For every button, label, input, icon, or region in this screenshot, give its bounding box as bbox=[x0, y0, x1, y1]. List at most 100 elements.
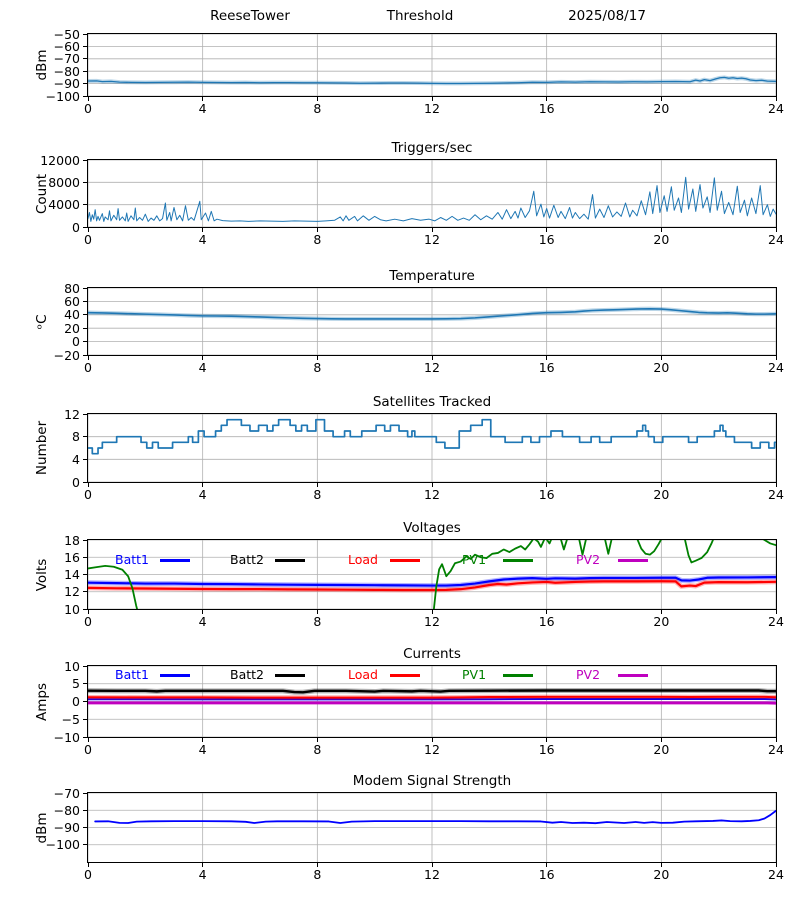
x-tick-mark bbox=[202, 228, 204, 232]
x-tick-mark bbox=[546, 610, 548, 614]
x-tick-mark bbox=[660, 610, 662, 614]
x-tick-mark bbox=[87, 483, 89, 487]
y-tick-mark bbox=[83, 181, 87, 183]
y-tick-label: 12 bbox=[64, 406, 80, 422]
x-tick-label: 20 bbox=[653, 487, 670, 502]
x-tick-label: 20 bbox=[653, 360, 670, 375]
x-tick-mark bbox=[431, 610, 433, 614]
y-tick-label: 10 bbox=[64, 601, 80, 617]
y-tick-label: −20 bbox=[53, 347, 80, 363]
y-tick-mark bbox=[83, 539, 87, 541]
legend-swatch-pv1 bbox=[503, 674, 533, 677]
x-tick-label: 8 bbox=[313, 101, 322, 116]
y-tick-mark bbox=[83, 792, 87, 794]
series-temperature-c-line bbox=[88, 307, 776, 320]
x-tick-label: 0 bbox=[84, 867, 92, 882]
x-tick-label: 4 bbox=[198, 487, 207, 502]
x-tick-mark bbox=[546, 97, 548, 101]
y-axis-label: dBm bbox=[34, 812, 50, 843]
y-axis-label: Count bbox=[34, 173, 50, 214]
y-tick-label: −5 bbox=[61, 711, 80, 727]
y-tick-label: 14 bbox=[64, 567, 80, 582]
y-tick-mark bbox=[83, 226, 87, 228]
y-tick-label: 8 bbox=[72, 429, 80, 445]
legend-label-pv1: PV1 bbox=[462, 552, 487, 567]
x-tick-mark bbox=[316, 483, 318, 487]
x-tick-mark bbox=[775, 610, 777, 614]
y-tick-label: −10 bbox=[53, 729, 80, 745]
x-tick-mark bbox=[316, 228, 318, 232]
y-tick-label: 40 bbox=[64, 307, 80, 323]
x-tick-mark bbox=[431, 483, 433, 487]
y-tick-label: −100 bbox=[45, 837, 80, 853]
series-triggers-per-sec-line bbox=[88, 176, 776, 222]
x-tick-label: 24 bbox=[768, 487, 784, 502]
y-tick-label: −70 bbox=[53, 51, 80, 67]
series-satellites-tracked-line bbox=[88, 418, 776, 455]
x-tick-label: 8 bbox=[313, 360, 322, 375]
x-tick-label: 16 bbox=[538, 614, 555, 629]
x-tick-mark bbox=[316, 356, 318, 360]
series-batt2-amps-line bbox=[88, 689, 776, 694]
x-tick-mark bbox=[546, 356, 548, 360]
y-tick-mark bbox=[83, 718, 87, 720]
x-tick-mark bbox=[775, 97, 777, 101]
x-tick-mark bbox=[431, 738, 433, 742]
x-tick-label: 12 bbox=[424, 360, 440, 375]
y-tick-label: −60 bbox=[53, 38, 80, 54]
y-tick-mark bbox=[83, 574, 87, 575]
y-tick-label: 0 bbox=[72, 334, 80, 350]
header-date: 2025/08/17 bbox=[568, 8, 646, 24]
y-tick-label: 0 bbox=[72, 694, 80, 709]
panel-title: Modem Signal Strength bbox=[352, 773, 512, 789]
x-tick-mark bbox=[775, 356, 777, 360]
legend-label-pv2: PV2 bbox=[576, 552, 601, 567]
y-tick-label: 4000 bbox=[48, 197, 80, 213]
y-tick-label: 10 bbox=[64, 658, 80, 674]
x-tick-mark bbox=[660, 738, 662, 742]
x-tick-label: 0 bbox=[84, 742, 92, 757]
y-tick-mark bbox=[83, 844, 87, 846]
x-tick-label: 12 bbox=[424, 742, 440, 757]
x-tick-label: 24 bbox=[768, 742, 784, 757]
y-tick-label: −50 bbox=[53, 26, 80, 42]
x-tick-mark bbox=[87, 356, 89, 360]
series-load-amps-line bbox=[88, 695, 776, 699]
legend-label-batt1: Batt1 bbox=[115, 552, 149, 567]
x-tick-mark bbox=[660, 483, 662, 487]
y-tick-label: 0 bbox=[72, 219, 80, 235]
y-axis-label: ᵒC bbox=[34, 313, 50, 330]
x-tick-mark bbox=[87, 228, 89, 232]
x-tick-label: 20 bbox=[653, 742, 670, 757]
x-tick-label: 4 bbox=[198, 232, 207, 247]
x-tick-mark bbox=[775, 863, 777, 867]
plot-area bbox=[87, 413, 777, 483]
panel-title: Temperature bbox=[389, 268, 475, 284]
x-tick-label: 4 bbox=[198, 614, 207, 629]
x-tick-mark bbox=[87, 610, 89, 614]
legend-swatch-batt2 bbox=[275, 559, 305, 562]
x-tick-label: 4 bbox=[198, 101, 207, 116]
x-tick-label: 12 bbox=[424, 101, 440, 116]
x-tick-mark bbox=[431, 97, 433, 101]
legend-label-load: Load bbox=[348, 667, 378, 682]
y-tick-mark bbox=[83, 45, 87, 47]
y-tick-mark bbox=[83, 591, 87, 593]
x-tick-mark bbox=[316, 738, 318, 742]
series-batt2-amps-halo bbox=[88, 688, 776, 695]
x-tick-mark bbox=[660, 97, 662, 101]
y-axis-label: dBm bbox=[34, 49, 50, 81]
x-tick-label: 24 bbox=[768, 232, 784, 247]
legend-swatch-batt1 bbox=[160, 674, 190, 677]
x-tick-mark bbox=[546, 863, 548, 867]
legend-swatch-load bbox=[390, 559, 420, 562]
plot-area bbox=[87, 287, 777, 356]
x-tick-mark bbox=[202, 356, 204, 360]
series-load-volts-halo bbox=[88, 578, 776, 593]
y-tick-label: 4 bbox=[72, 451, 80, 467]
plot-area bbox=[87, 539, 777, 610]
x-tick-label: 0 bbox=[84, 487, 92, 502]
y-tick-label: 80 bbox=[64, 280, 80, 296]
